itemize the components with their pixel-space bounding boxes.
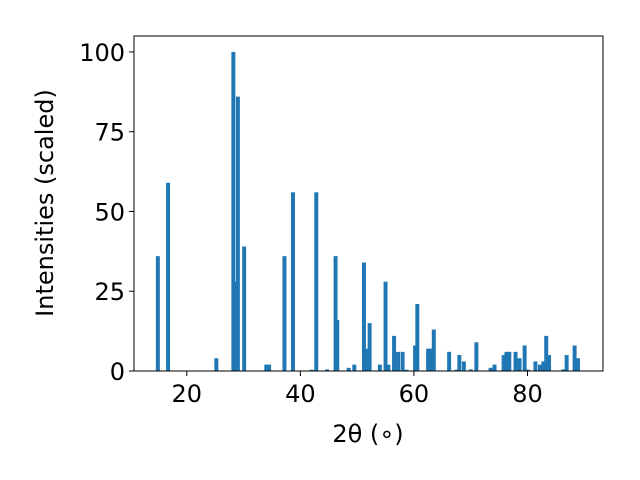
bar bbox=[361, 262, 366, 371]
bar bbox=[309, 369, 314, 371]
bar bbox=[364, 348, 369, 371]
bar bbox=[377, 364, 382, 371]
bar bbox=[242, 246, 247, 371]
bar bbox=[166, 182, 171, 371]
bar bbox=[488, 367, 493, 371]
bar bbox=[537, 364, 542, 371]
bar bbox=[282, 256, 287, 371]
bar bbox=[492, 364, 497, 371]
bar bbox=[386, 364, 391, 371]
bar bbox=[264, 364, 269, 371]
bar bbox=[457, 355, 462, 371]
bar bbox=[233, 281, 238, 371]
x-axis-ticks: 20 40 60 80 bbox=[172, 371, 543, 408]
bar bbox=[447, 351, 452, 371]
bar bbox=[507, 351, 512, 371]
bar bbox=[454, 369, 459, 371]
y-axis-label: Intensities (scaled) bbox=[31, 89, 59, 317]
y-tick-label: 25 bbox=[94, 278, 125, 306]
bar bbox=[517, 358, 522, 371]
x-tick-label: 20 bbox=[172, 380, 203, 408]
y-tick-label: 0 bbox=[110, 358, 125, 386]
y-axis-ticks: 0 25 50 75 100 bbox=[79, 39, 134, 386]
bar bbox=[474, 342, 479, 371]
bar bbox=[413, 345, 418, 371]
bar bbox=[504, 351, 509, 371]
bar bbox=[468, 369, 473, 371]
bar bbox=[501, 355, 506, 371]
bar bbox=[346, 367, 351, 371]
bar bbox=[533, 361, 538, 371]
bar bbox=[335, 319, 340, 371]
bar bbox=[404, 369, 409, 371]
bar bbox=[561, 369, 566, 371]
y-tick-label: 50 bbox=[94, 198, 125, 226]
bar bbox=[415, 304, 420, 371]
x-axis-label: 2θ (∘) bbox=[332, 420, 403, 448]
bar bbox=[352, 364, 357, 371]
bar bbox=[400, 351, 405, 371]
x-tick-label: 60 bbox=[399, 380, 430, 408]
y-tick-label: 75 bbox=[94, 119, 125, 147]
bar bbox=[522, 345, 527, 371]
bar bbox=[576, 358, 580, 371]
plot-area-frame bbox=[133, 35, 604, 372]
bar bbox=[333, 256, 338, 371]
bar bbox=[383, 281, 388, 371]
bar bbox=[267, 364, 272, 371]
y-tick-label: 100 bbox=[79, 39, 125, 67]
bar bbox=[392, 335, 397, 371]
bar bbox=[291, 192, 295, 371]
bar bbox=[544, 335, 549, 371]
bar bbox=[235, 96, 240, 372]
bar bbox=[513, 351, 518, 371]
x-tick-label: 40 bbox=[285, 380, 316, 408]
bar bbox=[426, 348, 431, 371]
bar bbox=[396, 351, 401, 371]
bar bbox=[572, 345, 577, 371]
bar bbox=[214, 358, 219, 371]
bar bbox=[155, 256, 160, 371]
bar bbox=[461, 361, 466, 371]
bar bbox=[231, 51, 236, 371]
bar bbox=[314, 192, 319, 371]
bar bbox=[547, 355, 552, 371]
bars-layer bbox=[155, 51, 580, 372]
x-tick-label: 80 bbox=[512, 380, 543, 408]
bar bbox=[564, 355, 569, 371]
bar bbox=[431, 329, 436, 371]
bar bbox=[541, 361, 546, 371]
bar bbox=[325, 369, 330, 371]
bar bbox=[428, 348, 433, 371]
bar bbox=[367, 323, 372, 371]
bar bbox=[526, 369, 531, 371]
